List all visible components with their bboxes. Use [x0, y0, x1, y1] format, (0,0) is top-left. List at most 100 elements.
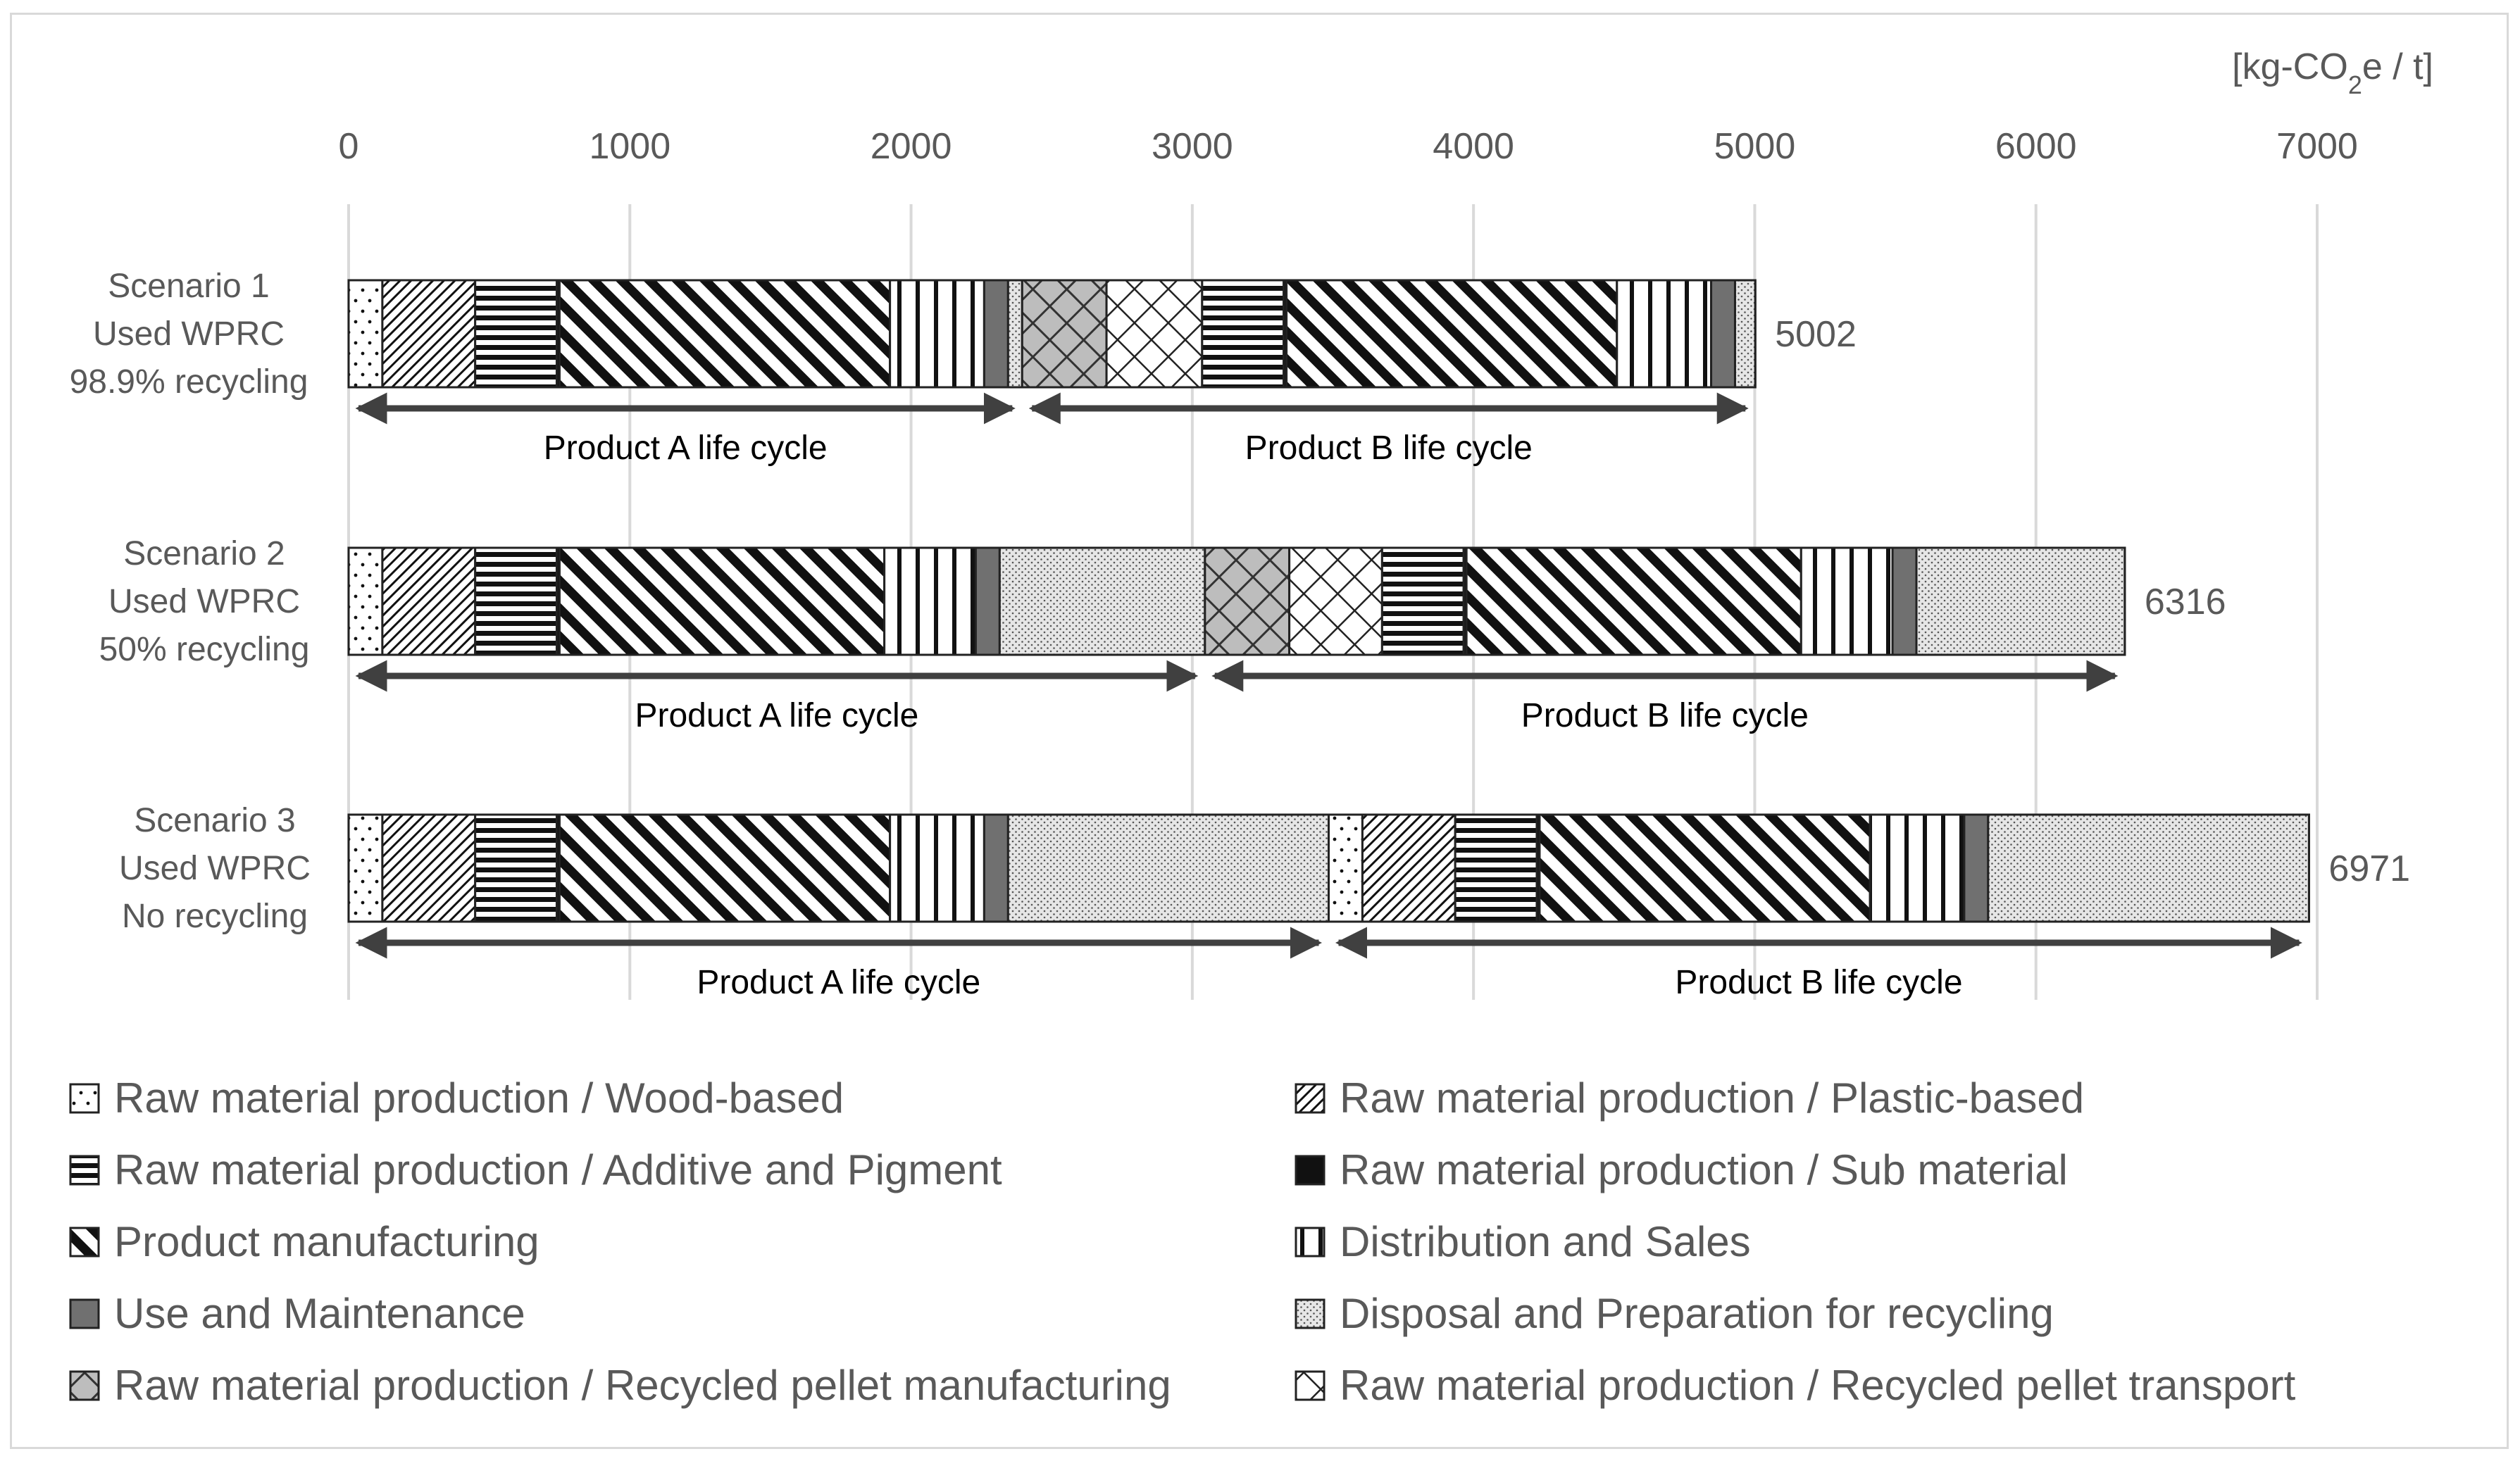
bar-segment-dist	[1616, 279, 1713, 389]
x-tick-label: 0	[339, 126, 359, 167]
x-axis: 0 1000 2000 3000 4000 5000 6000 7000	[339, 126, 2358, 167]
scenario-label-line: Scenario 2	[123, 535, 285, 572]
legend-item-use: Use and Maintenance	[69, 1290, 525, 1337]
scenario-label-line: Used WPRC	[119, 850, 311, 887]
total-label: 5002	[1775, 314, 1857, 355]
bar-segment-additive	[474, 546, 558, 656]
legend-swatch	[1295, 1227, 1326, 1258]
bar-segment-wood	[347, 813, 384, 923]
bar-segment-use	[983, 279, 1009, 389]
scenario-label: Scenario 2 Used WPRC 50% recycling	[99, 535, 310, 668]
legend-label: Raw material production / Wood-based	[114, 1074, 844, 1122]
scenario-3: Scenario 3 Used WPRC No recycling 6971 Produ…	[119, 802, 2410, 1001]
legend-swatch	[1295, 1370, 1326, 1401]
legend-label: Disposal and Preparation for recycling	[1340, 1290, 2054, 1337]
legend-swatch	[69, 1083, 100, 1114]
x-tick-label: 5000	[1714, 126, 1796, 167]
bar-segment-rpt	[1288, 546, 1383, 656]
unit-part: [kg-CO	[2232, 46, 2348, 87]
scenario-1: Scenario 1 Used WPRC 98.9% recycling 5002 Pr…	[70, 268, 1857, 467]
bar-segment-mfg	[558, 546, 886, 656]
x-tick-label: 1000	[589, 126, 670, 167]
bar-segment-additive	[474, 279, 558, 389]
lifecycle-label: Product B life cycle	[1521, 697, 1809, 734]
bar-segment-mfg	[1465, 546, 1802, 656]
legend-swatch	[1295, 1298, 1326, 1329]
bar-segment-rpm	[1021, 279, 1108, 389]
bar-segment-mfg	[558, 813, 892, 923]
scenario-label: Scenario 1 Used WPRC 98.9% recycling	[70, 268, 308, 401]
bar-segment-plastic	[1361, 813, 1457, 923]
lifecycle-label: Product B life cycle	[1675, 964, 1962, 1001]
bar-segment-additive	[474, 813, 558, 923]
bar-outline	[347, 813, 2310, 923]
legend-label: Raw material production / Recycled pelle…	[114, 1362, 1171, 1409]
bar-segment-disp	[998, 546, 1206, 656]
bar-segment-rpm	[1204, 546, 1291, 656]
bar-segment-wood	[1328, 813, 1364, 923]
legend-swatch	[69, 1370, 100, 1401]
bar-segment-mfg	[1538, 813, 1871, 923]
scenario-label-line: Used WPRC	[93, 315, 285, 353]
bar-segment-additive	[1201, 279, 1285, 389]
lifecycle-label: Product B life cycle	[1245, 429, 1533, 467]
legend-item-sub: Raw material production / Sub material	[1295, 1146, 2068, 1193]
legend-label: Raw material production / Plastic-based	[1340, 1074, 2084, 1122]
x-tick-label: 2000	[871, 126, 952, 167]
lifecycle-label: Product A life cycle	[544, 429, 828, 467]
bar-segment-dist	[889, 813, 985, 923]
bar-segment-plastic	[381, 546, 477, 656]
bar-segment-mfg	[1285, 279, 1618, 389]
bar-segment-use	[974, 546, 1001, 656]
scenario-label-line: Scenario 1	[108, 268, 269, 305]
lifecycle-label: Product A life cycle	[635, 697, 918, 734]
bar-outline	[347, 279, 1757, 389]
legend-swatch	[69, 1155, 100, 1186]
lifecycle-label: Product A life cycle	[697, 964, 980, 1001]
legend-item-rpt: Raw material production / Recycled pelle…	[1295, 1362, 2296, 1409]
legend: Raw material production / Wood-based Raw …	[69, 1074, 2296, 1409]
total-label: 6971	[2328, 848, 2410, 889]
bars: Scenario 1 Used WPRC 98.9% recycling 5002 Pr…	[70, 268, 2411, 1001]
scenario-label-line: 98.9% recycling	[70, 363, 308, 401]
scenario-label-line: 50% recycling	[99, 631, 310, 668]
bar-segment-plastic	[381, 813, 477, 923]
legend-item-disp: Disposal and Preparation for recycling	[1295, 1290, 2054, 1337]
bar-segment-disp	[1006, 813, 1330, 923]
bar-segment-rpt	[1105, 279, 1204, 389]
legend-item-dist: Distribution and Sales	[1295, 1218, 1751, 1265]
legend-label: Raw material production / Recycled pelle…	[1340, 1362, 2296, 1409]
legend-item-additive: Raw material production / Additive and P…	[69, 1146, 1002, 1193]
x-tick-label: 6000	[1995, 126, 2077, 167]
legend-swatch	[69, 1298, 100, 1329]
legend-swatch	[1295, 1155, 1326, 1186]
bar-segment-wood	[347, 546, 384, 656]
bar-segment-additive	[1380, 546, 1465, 656]
bar-segment-use	[1891, 546, 1918, 656]
x-tick-label: 7000	[2276, 126, 2358, 167]
legend-swatch	[69, 1227, 100, 1258]
legend-item-wood: Raw material production / Wood-based	[69, 1074, 844, 1122]
bar-segment-dist	[1869, 813, 1966, 923]
total-label: 6316	[2145, 582, 2226, 622]
bar-segment-mfg	[558, 279, 892, 389]
legend-label: Distribution and Sales	[1340, 1218, 1751, 1265]
bar-segment-use	[983, 813, 1009, 923]
legend-item-mfg: Product manufacturing	[69, 1218, 539, 1265]
bar-segment-additive	[1454, 813, 1538, 923]
bar-segment-plastic	[381, 279, 477, 389]
scenario-label-line: No recycling	[122, 898, 308, 935]
bar-segment-wood	[347, 279, 384, 389]
bar-segment-disp	[1987, 813, 2310, 923]
scenario-label: Scenario 3 Used WPRC No recycling	[119, 802, 311, 935]
bar-segment-use	[1963, 813, 1990, 923]
legend-item-plastic: Raw material production / Plastic-based	[1295, 1074, 2084, 1122]
legend-label: Use and Maintenance	[114, 1290, 525, 1337]
bar-outline	[347, 546, 2126, 656]
bar-segment-dist	[889, 279, 985, 389]
bar-segment-disp	[1733, 279, 1757, 389]
bar-segment-use	[1710, 279, 1736, 389]
legend-label: Raw material production / Sub material	[1340, 1146, 2068, 1193]
unit-label: [kg-CO2e / t]	[2232, 46, 2433, 99]
